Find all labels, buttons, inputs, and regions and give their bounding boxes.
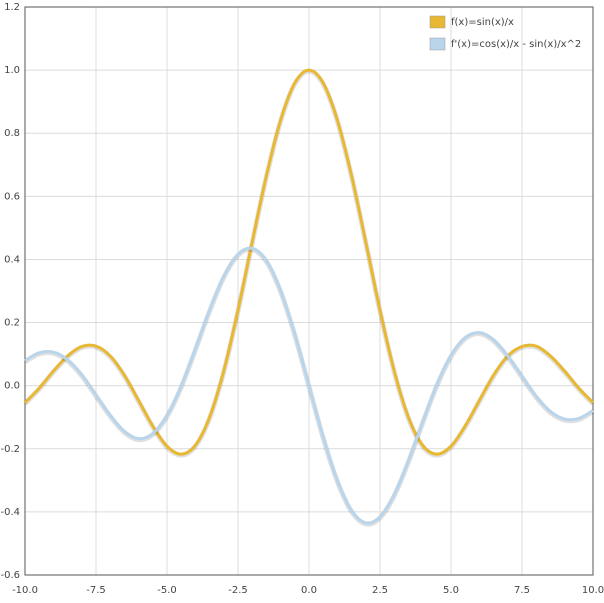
y-tick-label: 1.2 [4,2,20,13]
legend-swatch [429,37,446,51]
x-tick-label: 7.5 [514,585,530,596]
y-tick-label: 1.0 [4,65,20,76]
y-tick-label: -0.4 [0,507,20,518]
series-line [24,246,594,525]
series-line [23,68,595,456]
x-tick-label: 2.5 [372,585,388,596]
x-tick-label: -2.5 [228,585,248,596]
x-tick-label: -5.0 [157,585,177,596]
y-tick-label: -0.6 [0,570,20,581]
y-tick-label: 0.2 [4,318,20,329]
legend-label: f(x)=sin(x)/x [451,17,514,28]
x-tick-label: -10.0 [12,585,38,596]
x-tick-label: -7.5 [86,585,106,596]
x-tick-label: 5.0 [443,585,459,596]
y-tick-label: 0.4 [4,254,20,265]
plot-frame [24,6,594,576]
legend-label: f'(x)=cos(x)/x - sin(x)/x^2 [451,39,581,50]
y-tick-label: 0.8 [4,128,20,139]
y-tick-label: -0.2 [0,444,20,455]
y-tick-label: 0.0 [4,381,20,392]
x-tick-label: 10.0 [582,585,604,596]
y-tick-label: 0.6 [4,191,20,202]
legend-swatch [429,15,446,29]
x-tick-label: 0.0 [301,585,317,596]
